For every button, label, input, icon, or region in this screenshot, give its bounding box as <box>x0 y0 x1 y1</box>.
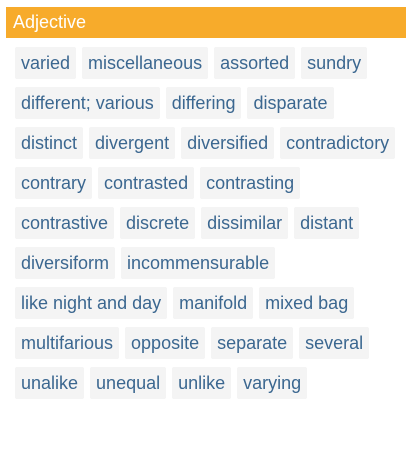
synonym-chip[interactable]: diversified <box>181 127 275 159</box>
synonyms-panel: Adjective varied miscellaneous assorted … <box>6 7 406 399</box>
synonym-chip[interactable]: assorted <box>214 47 296 79</box>
synonym-chip[interactable]: contrasting <box>200 167 301 199</box>
synonym-chip[interactable]: like night and day <box>15 287 168 319</box>
synonym-chip[interactable]: different; various <box>15 87 160 119</box>
synonym-chip[interactable]: diversiform <box>15 247 116 279</box>
synonym-chip[interactable]: divergent <box>89 127 176 159</box>
synonym-chip[interactable]: miscellaneous <box>82 47 209 79</box>
synonym-chip[interactable]: mixed bag <box>259 287 355 319</box>
synonym-chip[interactable]: contradictory <box>280 127 396 159</box>
synonym-chip[interactable]: distant <box>294 207 360 239</box>
synonym-chip[interactable]: multifarious <box>15 327 120 359</box>
synonym-chip[interactable]: varied <box>15 47 77 79</box>
synonym-chip[interactable]: manifold <box>173 287 254 319</box>
synonym-chip[interactable]: sundry <box>301 47 368 79</box>
synonym-chip[interactable]: dissimilar <box>201 207 289 239</box>
synonym-chip[interactable]: differing <box>165 87 242 119</box>
synonym-chip[interactable]: incommensurable <box>121 247 276 279</box>
synonym-chip[interactable]: unalike <box>15 367 85 399</box>
synonym-chip[interactable]: unlike <box>172 367 232 399</box>
synonym-chip[interactable]: contrastive <box>15 207 115 239</box>
part-of-speech-header: Adjective <box>6 7 406 38</box>
synonym-chip[interactable]: unequal <box>90 367 167 399</box>
synonym-chip[interactable]: disparate <box>247 87 334 119</box>
synonym-chip[interactable]: varying <box>237 367 308 399</box>
synonym-list: varied miscellaneous assorted sundry dif… <box>6 47 406 399</box>
synonym-chip[interactable]: distinct <box>15 127 84 159</box>
synonym-chip[interactable]: contrasted <box>98 167 195 199</box>
synonym-chip[interactable]: opposite <box>125 327 206 359</box>
synonym-chip[interactable]: discrete <box>120 207 196 239</box>
synonym-chip[interactable]: separate <box>211 327 294 359</box>
synonym-chip[interactable]: several <box>299 327 370 359</box>
synonym-chip[interactable]: contrary <box>15 167 93 199</box>
